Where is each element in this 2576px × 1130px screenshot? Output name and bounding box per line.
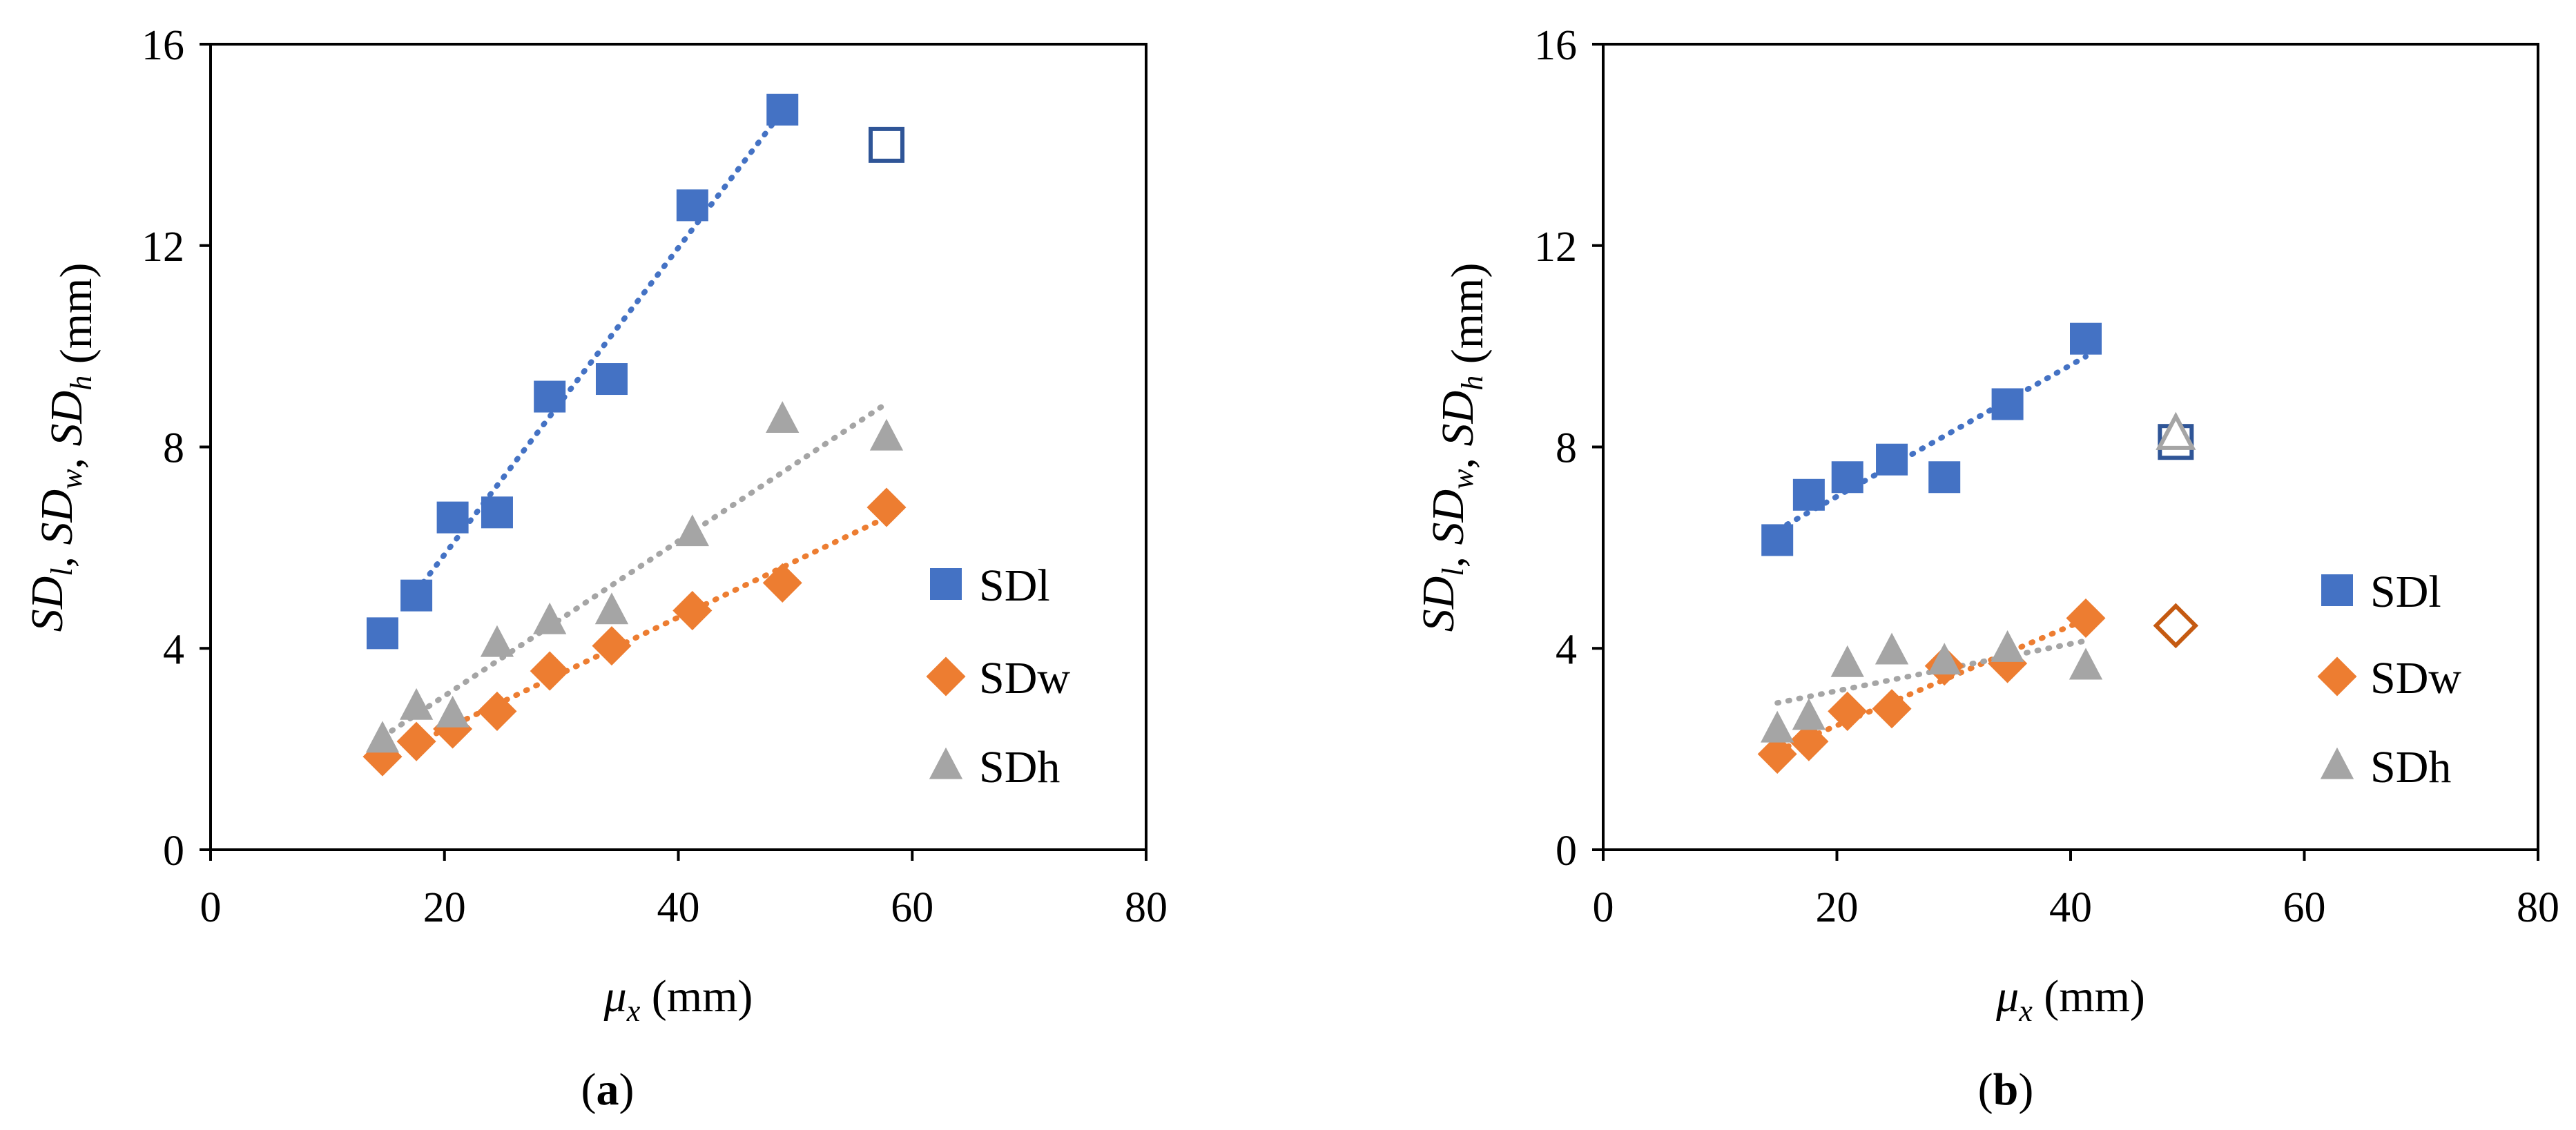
legend-marker-SDw xyxy=(2317,656,2357,696)
x-tick-label: 60 xyxy=(2283,884,2326,931)
trendline-SDl xyxy=(414,108,786,594)
outlier-point-SDw xyxy=(2153,603,2199,649)
data-point-SDl xyxy=(1928,461,1961,494)
y-tick-label: 8 xyxy=(1556,425,1577,472)
trendline-SDl xyxy=(1774,353,2089,533)
data-point-SDh xyxy=(399,688,434,720)
data-point-SDh xyxy=(1875,632,1909,665)
data-point-SDw xyxy=(477,691,517,731)
panel-label: (b) xyxy=(1978,1064,2034,1115)
data-point-SDw xyxy=(396,721,436,761)
data-point-SDl xyxy=(1831,461,1863,494)
legend-marker-SDh xyxy=(2320,747,2354,779)
data-point-SDh xyxy=(1830,645,1864,677)
data-point-SDh xyxy=(2069,647,2103,680)
data-point-SDw xyxy=(866,487,907,527)
x-axis-label: μx (mm) xyxy=(1995,971,2145,1028)
data-point-SDw xyxy=(1789,721,1829,761)
data-point-SDl xyxy=(1991,388,2024,420)
x-tick-label: 80 xyxy=(1125,884,1168,931)
legend-label-SDw: SDw xyxy=(979,653,1070,703)
plot-frame xyxy=(209,43,1147,851)
data-point-SDl xyxy=(676,189,708,222)
chart-panel-b: 0 4 8 12 16 0 20 40 60 80 SDl SDw SDh SDl, SDw, SDh (… xyxy=(1413,22,2559,1115)
data-point-SDl xyxy=(1792,478,1825,511)
y-tick-label: 8 xyxy=(163,425,184,472)
y-axis-label: SDl, SDw, SDh (mm) xyxy=(22,263,101,632)
data-point-SDw xyxy=(1872,689,1912,729)
chart-panel-a: 0 4 8 12 16 0 20 40 60 80 SDl SDw SDh SDl, SDw, SDh (… xyxy=(22,22,1168,1115)
outlier-point-SDh xyxy=(2156,411,2196,450)
data-point-SDh xyxy=(869,418,904,451)
y-tick-label: 0 xyxy=(1556,828,1577,875)
data-point-SDh xyxy=(1928,643,1962,675)
legend-label-SDl: SDl xyxy=(2370,567,2441,617)
data-point-SDh xyxy=(533,602,567,634)
plot-frame xyxy=(1602,43,2539,851)
data-point-SDw xyxy=(592,626,632,666)
data-point-SDw xyxy=(672,591,713,631)
data-point-SDh xyxy=(675,514,709,547)
data-point-SDh xyxy=(365,721,400,753)
data-point-SDh xyxy=(1991,630,2024,662)
data-point-SDl xyxy=(366,617,398,650)
data-point-SDw xyxy=(530,651,570,691)
data-point-SDl xyxy=(436,501,469,534)
legend-label-SDl: SDl xyxy=(979,561,1050,611)
x-tick-label: 0 xyxy=(200,884,222,931)
x-tick-label: 40 xyxy=(2049,884,2092,931)
data-point-SDw xyxy=(1828,691,1868,731)
data-point-SDh xyxy=(766,401,800,434)
legend-marker-SDh xyxy=(929,747,963,779)
outlier-point-SDl xyxy=(868,126,904,163)
y-tick-label: 0 xyxy=(163,828,184,875)
data-point-SDl xyxy=(400,579,433,612)
x-tick-label: 40 xyxy=(657,884,700,931)
legend-label-SDh: SDh xyxy=(979,742,1060,792)
x-tick-label: 20 xyxy=(423,884,466,931)
data-point-SDl xyxy=(595,363,628,396)
legend-marker-SDw xyxy=(926,656,966,696)
y-tick-label: 12 xyxy=(1534,224,1577,271)
data-point-SDl xyxy=(481,496,513,529)
legend-label-SDw: SDw xyxy=(2370,653,2461,703)
x-tick-label: 20 xyxy=(1816,884,1859,931)
data-point-SDl xyxy=(1761,524,1794,556)
y-tick-label: 16 xyxy=(142,22,184,69)
data-point-SDh xyxy=(594,592,629,625)
legend-marker-SDl xyxy=(2321,574,2353,606)
legend-label-SDh: SDh xyxy=(2370,742,2451,792)
data-point-SDl xyxy=(2070,322,2102,355)
data-point-SDh xyxy=(480,625,514,657)
legend-marker-SDl xyxy=(930,568,962,600)
y-axis-label: SDl, SDw, SDh (mm) xyxy=(1413,263,1493,632)
data-point-SDw xyxy=(1757,734,1797,774)
y-tick-label: 16 xyxy=(1534,22,1577,69)
panel-label: (a) xyxy=(581,1064,635,1115)
data-point-SDw xyxy=(762,563,802,603)
y-tick-label: 12 xyxy=(142,224,184,271)
data-point-SDh xyxy=(1761,710,1794,743)
data-point-SDl xyxy=(766,93,799,126)
x-tick-label: 80 xyxy=(2517,884,2559,931)
trendline-SDw xyxy=(1774,616,2089,754)
data-point-SDl xyxy=(534,380,566,413)
x-tick-label: 0 xyxy=(1593,884,1614,931)
x-axis-label: μx (mm) xyxy=(603,971,753,1028)
x-tick-label: 60 xyxy=(891,884,933,931)
y-tick-label: 4 xyxy=(1556,626,1577,673)
data-point-SDl xyxy=(1876,443,1908,476)
data-point-SDw xyxy=(2066,598,2106,639)
y-tick-label: 4 xyxy=(163,626,184,673)
data-point-SDh xyxy=(1792,698,1826,730)
data-point-SDh xyxy=(436,695,469,728)
trendline-SDh xyxy=(379,400,889,740)
